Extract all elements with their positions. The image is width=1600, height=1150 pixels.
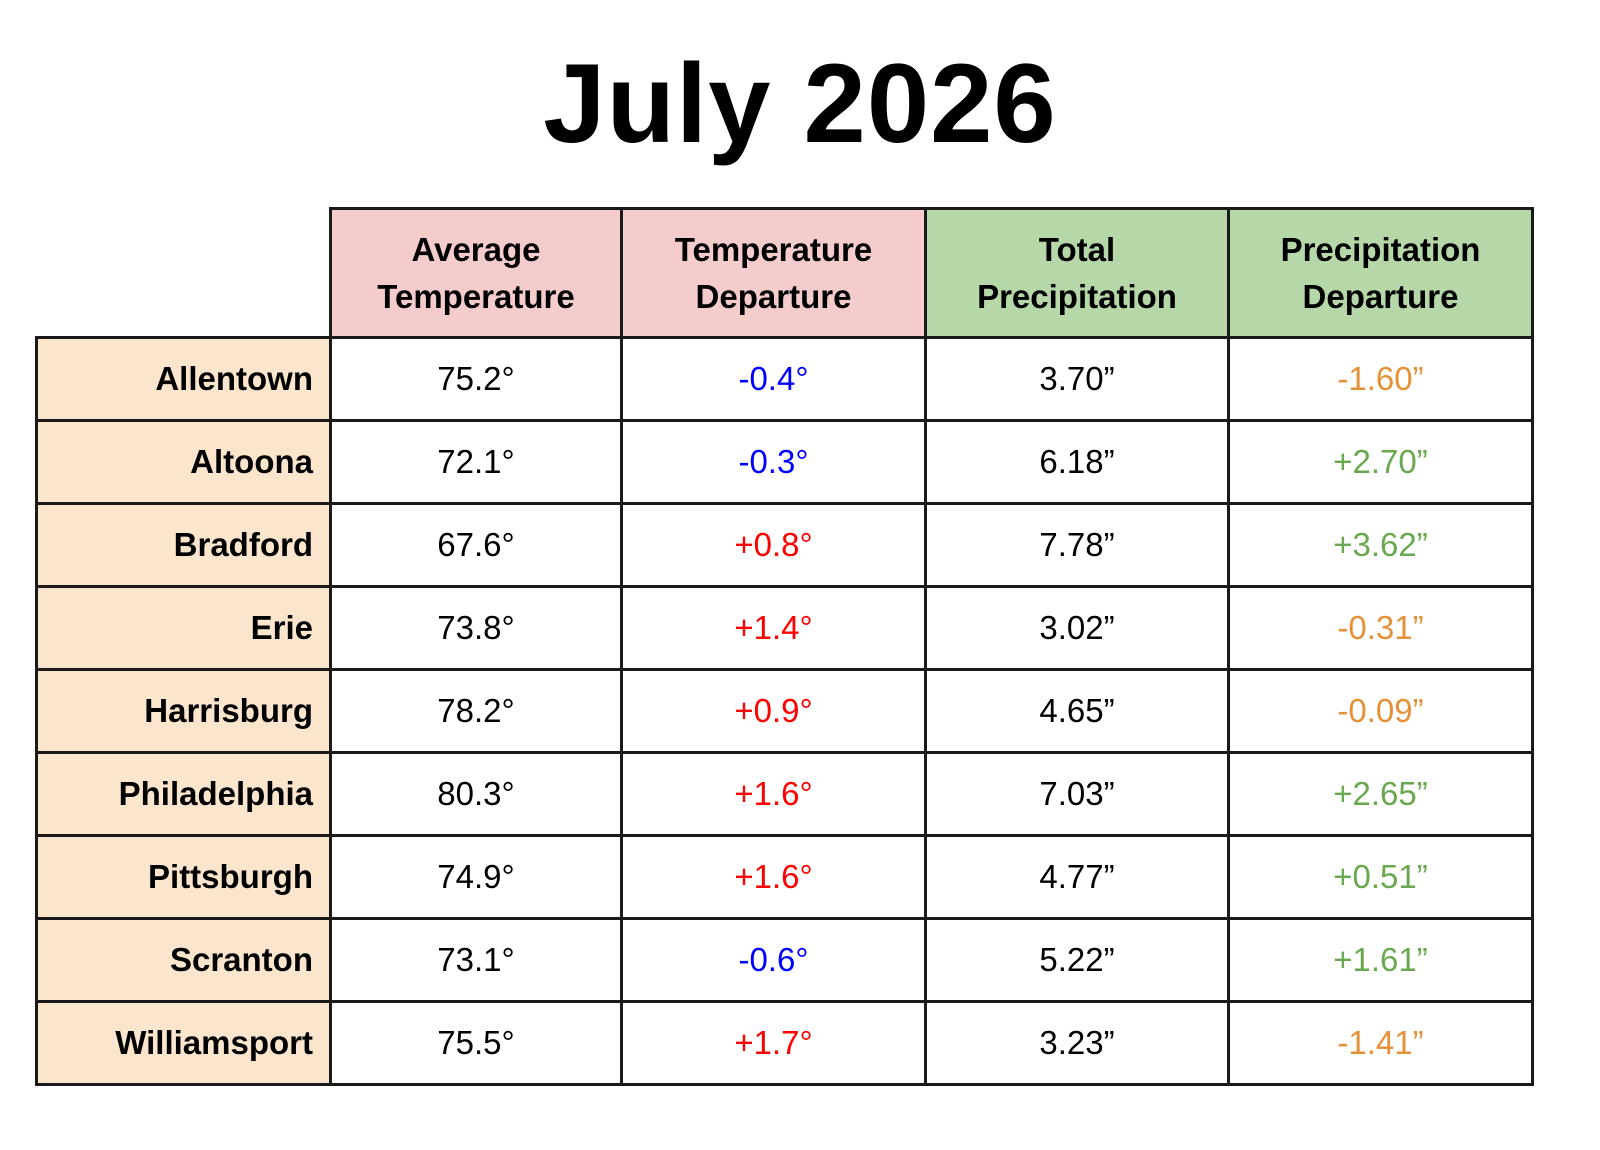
precip-departure-cell: -1.60” (1227, 336, 1534, 422)
temp-departure-cell: +1.7° (620, 1000, 927, 1086)
table-row: Scranton 73.1° -0.6° 5.22” +1.61” (35, 917, 1534, 1003)
avg-temp-cell: 78.2° (329, 668, 623, 754)
header-corner-cell (36, 208, 332, 339)
precip-departure-cell: -1.41” (1227, 1000, 1534, 1086)
precip-departure-cell: +2.65” (1227, 751, 1534, 837)
temp-departure-cell: -0.6° (620, 917, 927, 1003)
temp-departure-cell: +0.8° (620, 502, 927, 588)
total-precip-cell: 3.02” (924, 585, 1230, 671)
precip-departure-cell: +3.62” (1227, 502, 1534, 588)
temp-departure-cell: +1.6° (620, 751, 927, 837)
header-line: Average (411, 231, 541, 268)
header-line: Total (1038, 231, 1116, 268)
precip-departure-cell: -0.09” (1227, 668, 1534, 754)
table-row: Erie 73.8° +1.4° 3.02” -0.31” (35, 585, 1534, 671)
table-body: Allentown 75.2° -0.4° 3.70” -1.60” Altoo… (35, 336, 1534, 1086)
temp-departure-cell: -0.4° (620, 336, 927, 422)
city-cell: Scranton (35, 917, 332, 1003)
temp-departure-cell: +1.6° (620, 834, 927, 920)
table-row: Bradford 67.6° +0.8° 7.78” +3.62” (35, 502, 1534, 588)
avg-temp-cell: 73.8° (329, 585, 623, 671)
total-precip-cell: 7.78” (924, 502, 1230, 588)
header-average-temperature: Average Temperature (329, 207, 623, 339)
precip-departure-cell: +1.61” (1227, 917, 1534, 1003)
total-precip-cell: 4.65” (924, 668, 1230, 754)
city-cell: Harrisburg (35, 668, 332, 754)
city-cell: Allentown (35, 336, 332, 422)
avg-temp-cell: 80.3° (329, 751, 623, 837)
total-precip-cell: 3.70” (924, 336, 1230, 422)
avg-temp-cell: 73.1° (329, 917, 623, 1003)
avg-temp-cell: 72.1° (329, 419, 623, 505)
precip-departure-cell: +0.51” (1227, 834, 1534, 920)
temp-departure-cell: -0.3° (620, 419, 927, 505)
total-precip-cell: 3.23” (924, 1000, 1230, 1086)
header-temperature-departure: Temperature Departure (620, 207, 927, 339)
avg-temp-cell: 67.6° (329, 502, 623, 588)
total-precip-cell: 5.22” (924, 917, 1230, 1003)
total-precip-cell: 7.03” (924, 751, 1230, 837)
table-row: Allentown 75.2° -0.4° 3.70” -1.60” (35, 336, 1534, 422)
header-total-precipitation: Total Precipitation (924, 207, 1230, 339)
city-cell: Altoona (35, 419, 332, 505)
city-cell: Bradford (35, 502, 332, 588)
header-precipitation-departure: Precipitation Departure (1227, 207, 1534, 339)
climate-summary-table: Average Temperature Temperature Departur… (35, 207, 1534, 1086)
avg-temp-cell: 75.2° (329, 336, 623, 422)
header-line: Departure (695, 278, 852, 315)
header-row: Average Temperature Temperature Departur… (36, 207, 1534, 339)
total-precip-cell: 6.18” (924, 419, 1230, 505)
city-cell: Erie (35, 585, 332, 671)
total-precip-cell: 4.77” (924, 834, 1230, 920)
header-line: Departure (1302, 278, 1459, 315)
header-line: Precipitation (977, 278, 1177, 315)
header-line: Temperature (674, 231, 873, 268)
precip-departure-cell: +2.70” (1227, 419, 1534, 505)
city-cell: Williamsport (35, 1000, 332, 1086)
table-row: Altoona 72.1° -0.3° 6.18” +2.70” (35, 419, 1534, 505)
avg-temp-cell: 75.5° (329, 1000, 623, 1086)
header-line: Precipitation (1280, 231, 1481, 268)
temp-departure-cell: +1.4° (620, 585, 927, 671)
page-title: July 2026 (543, 41, 1057, 166)
temp-departure-cell: +0.9° (620, 668, 927, 754)
city-cell: Pittsburgh (35, 834, 332, 920)
avg-temp-cell: 74.9° (329, 834, 623, 920)
table-row: Williamsport 75.5° +1.7° 3.23” -1.41” (35, 1000, 1534, 1086)
city-cell: Philadelphia (35, 751, 332, 837)
header-line: Temperature (377, 278, 575, 315)
table-row: Harrisburg 78.2° +0.9° 4.65” -0.09” (35, 668, 1534, 754)
table-row: Philadelphia 80.3° +1.6° 7.03” +2.65” (35, 751, 1534, 837)
precip-departure-cell: -0.31” (1227, 585, 1534, 671)
table-row: Pittsburgh 74.9° +1.6° 4.77” +0.51” (35, 834, 1534, 920)
